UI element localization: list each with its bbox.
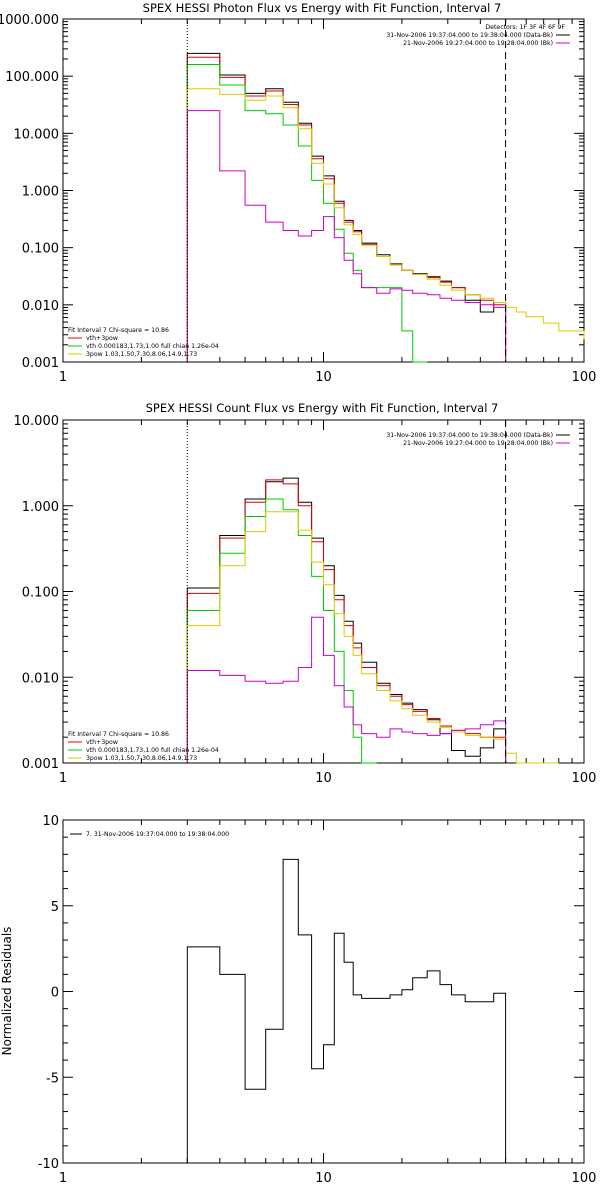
y-tick-label: 10.000 [14,127,60,142]
series-line-0 [186,477,507,763]
x-tick-label: 1 [59,370,67,385]
residuals-ticks [62,819,584,1164]
series-line-4 [186,110,507,362]
legend-bk-interval: 21-Nov-2006 19:27:04.000 to 19:28:04.000… [403,40,553,47]
legend-data-interval: 31-Nov-2006 19:37:04.000 to 19:38:04.000… [386,32,553,39]
legend-bk-interval: 21-Nov-2006 19:27:04.000 to 19:28:04.000… [403,440,553,447]
y-tick-label: 10 [42,814,59,829]
legend-fit-interval: Fit Interval 7 Chi-square = 10.86 [68,731,169,738]
y-tick-label: -10 [38,1157,59,1172]
y-tick-label: 1.000 [22,500,59,515]
y-tick-label: 0.001 [22,757,59,772]
y-tick-label: -5 [46,1071,59,1086]
series-line-0 [186,858,507,1163]
x-tick-label: 100 [572,1171,597,1186]
legend-vth: vth 0.000183,1.73,1.00 full chian 1.26e-… [86,343,219,350]
y-tick-label: 0.001 [22,356,59,371]
photon-flux-ticks [62,19,584,363]
count-flux-legend-bottom: Fit Interval 7 Chi-square = 10.86 vth+3p… [68,731,219,762]
x-tick-label: 100 [572,771,597,786]
count-flux-fit-range-markers [186,420,507,763]
x-tick-label: 100 [572,370,597,385]
y-tick-label: 0.010 [22,299,59,314]
residuals-panel: Normalized Residuals 1 10 100 10 5 0 -5 -10 7. … [0,814,596,1186]
y-tick-label: 100.000 [5,70,59,85]
y-tick-label: 1.000 [22,185,59,200]
photon-flux-series [186,52,585,363]
x-tick-label: 1 [59,1171,67,1186]
count-flux-series [186,477,559,764]
count-flux-title: SPEX HESSI Count Flux vs Energy with Fit… [146,401,499,415]
x-tick-label: 10 [315,1171,332,1186]
residuals-series [186,858,507,1163]
y-tick-label: 0.100 [22,242,59,257]
series-line-4 [186,616,507,763]
count-flux-legend-top: 31-Nov-2006 19:37:04.000 to 19:38:04.000… [386,432,570,447]
photon-flux-legend-bottom: Fit Interval 7 Chi-square = 10.86 vth+3p… [68,327,219,358]
x-tick-label: 10 [315,370,332,385]
legend-vth: vth 0.000183,1.73,1.00 full chian 1.26e-… [86,747,219,754]
photon-flux-fit-range-markers [186,19,507,362]
legend-detectors: Detectors: 1F 3F 4F 6F 9F [485,24,565,31]
y-tick-label: 0 [51,986,59,1001]
residuals-legend: 7. 31-Nov-2006 19:37:04.000 to 19:38:04.… [70,831,229,838]
x-tick-label: 10 [315,771,332,786]
legend-vth3pow: vth+3pow [86,335,118,342]
y-tick-label: 5 [51,900,59,915]
legend-3pow: 3pow 1.03,1.50,7.30,8.06,14.9,1.73 [86,755,197,762]
photon-flux-legend-top: Detectors: 1F 3F 4F 6F 9F 31-Nov-2006 19… [386,24,570,47]
series-line-1 [186,56,507,362]
series-line-3 [186,511,559,764]
x-tick-label: 1 [59,771,67,786]
photon-flux-title: SPEX HESSI Photon Flux vs Energy with Fi… [143,1,502,15]
count-flux-panel: SPEX HESSI Count Flux vs Energy with Fit… [14,401,597,786]
series-line-0 [186,52,507,362]
legend-fit-interval: Fit Interval 7 Chi-square = 10.86 [68,327,169,334]
y-tick-label: 10.000 [14,414,60,429]
count-flux-tick-labels: 1 10 100 10.000 1.000 0.100 0.010 0.001 [14,414,597,786]
y-tick-label: 0.010 [22,671,59,686]
legend-data-interval: 31-Nov-2006 19:37:04.000 to 19:38:04.000… [386,432,553,439]
legend-3pow: 3pow 1.03,1.50,7.30,8.06,14.9,1.73 [86,351,197,358]
y-tick-label: 0.100 [22,586,59,601]
residuals-tick-labels: 1 10 100 10 5 0 -5 -10 [38,814,597,1186]
series-line-2 [186,64,428,363]
series-line-3 [186,88,585,362]
y-tick-label: 1000.000 [0,13,59,28]
count-flux-ticks [62,420,584,764]
series-line-2 [186,498,377,764]
legend-vth3pow: vth+3pow [86,739,118,746]
photon-flux-panel: SPEX HESSI Photon Flux vs Energy with Fi… [0,1,596,385]
legend-residual-interval: 7. 31-Nov-2006 19:37:04.000 to 19:38:04.… [86,831,229,838]
photon-flux-tick-labels: 1 10 100 1000.000 100.000 10.000 1.000 0.100 0.0… [0,13,596,385]
residuals-ylabel: Normalized Residuals [0,927,14,1056]
